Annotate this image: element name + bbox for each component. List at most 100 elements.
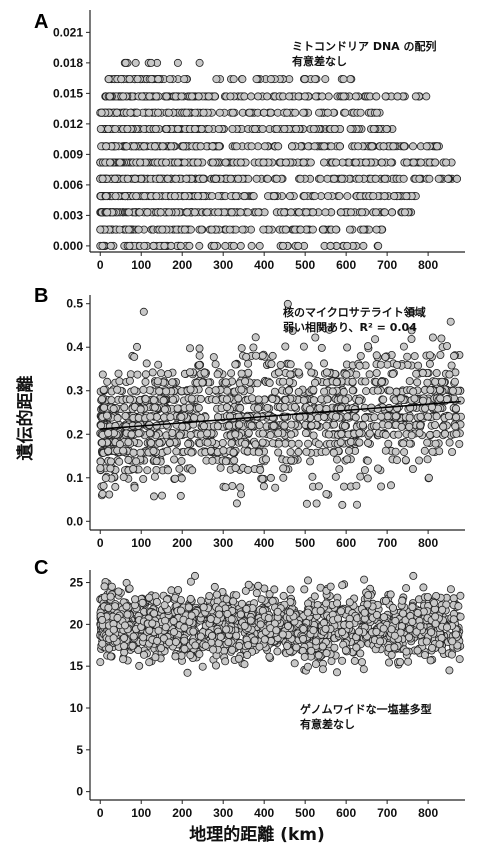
panel-b-point bbox=[450, 377, 459, 386]
panel-b-point bbox=[305, 405, 314, 414]
panel-a-point bbox=[300, 75, 309, 84]
panel-b-point bbox=[415, 428, 424, 437]
panel-c-point bbox=[419, 583, 428, 592]
panel-b-point bbox=[148, 368, 157, 377]
panel-a-point bbox=[387, 208, 396, 217]
panel-b-point bbox=[237, 490, 246, 499]
panel-b-point bbox=[446, 317, 455, 326]
panel-b-point bbox=[173, 404, 182, 413]
panel-a-point bbox=[393, 92, 402, 101]
panel-b-y-ticks: 0.00.10.20.30.40.5 bbox=[66, 297, 90, 528]
panel-a-point bbox=[180, 192, 189, 201]
panel-b-point bbox=[160, 405, 169, 414]
panel-b-point bbox=[206, 446, 215, 455]
panel-b-point bbox=[432, 429, 441, 438]
panel-b-point bbox=[294, 368, 303, 377]
panel-b-point bbox=[155, 387, 164, 396]
panel-c-point bbox=[333, 614, 342, 623]
panel-c-point bbox=[254, 581, 263, 590]
panel-b-point bbox=[280, 421, 289, 430]
panel-b-point bbox=[360, 403, 369, 412]
panel-a-point bbox=[266, 75, 275, 84]
panel-b-point bbox=[381, 352, 390, 361]
panel-a-point bbox=[321, 208, 330, 217]
panel-c-point bbox=[318, 665, 327, 674]
panel-b-point bbox=[227, 439, 236, 448]
panel-b-point bbox=[301, 429, 310, 438]
panel-a-point bbox=[408, 142, 417, 151]
panel-c-point bbox=[316, 606, 325, 615]
panel-b-point bbox=[287, 430, 296, 439]
panel-b-point bbox=[363, 342, 372, 351]
panel-b-point bbox=[222, 403, 231, 412]
panel-c-point bbox=[205, 592, 214, 601]
panel-b-point bbox=[348, 386, 357, 395]
panel-a-point bbox=[300, 92, 309, 101]
panel-b-point bbox=[216, 463, 225, 472]
panel-c-point bbox=[384, 658, 393, 667]
panel-b-point bbox=[279, 464, 288, 473]
panel-a-point bbox=[111, 174, 120, 183]
panel-b-point bbox=[177, 474, 186, 483]
panel-b-point bbox=[412, 369, 421, 378]
panel-c-point bbox=[98, 615, 107, 624]
panel-b-point bbox=[115, 457, 124, 466]
panel-a-point bbox=[197, 225, 206, 234]
panel-c-point bbox=[169, 617, 178, 626]
panel-b-point bbox=[351, 413, 360, 422]
panel-c-point bbox=[235, 642, 244, 651]
panel-b-point bbox=[424, 473, 433, 482]
panel-b-point bbox=[178, 422, 187, 431]
panel-a-point bbox=[98, 174, 107, 183]
panel-c-point bbox=[129, 632, 138, 641]
panel-c-point bbox=[379, 613, 388, 622]
panel-c-point bbox=[379, 624, 388, 633]
panel-b-point bbox=[177, 456, 186, 465]
panel-c-point bbox=[240, 621, 249, 630]
panel-b-point bbox=[384, 421, 393, 430]
panel-b-point bbox=[211, 360, 220, 369]
panel-a-point bbox=[402, 158, 411, 167]
panel-a-point bbox=[310, 192, 319, 201]
panel-a-point bbox=[320, 142, 329, 151]
panel-b-point bbox=[152, 465, 161, 474]
panel-b-point bbox=[114, 369, 123, 378]
panel-c-point bbox=[283, 622, 292, 631]
panel-a-point bbox=[102, 142, 111, 151]
panel-b-point bbox=[287, 439, 296, 448]
panel-b-point bbox=[413, 378, 422, 387]
panel-c-point bbox=[145, 593, 154, 602]
panel-a-point bbox=[323, 174, 332, 183]
panel-b-point bbox=[237, 369, 246, 378]
panel-a-point bbox=[147, 75, 156, 84]
panel-b-point bbox=[340, 421, 349, 430]
panel-c-point bbox=[246, 616, 255, 625]
panel-b-point bbox=[213, 370, 222, 379]
panel-b-point bbox=[124, 438, 133, 447]
panel-c-point bbox=[189, 627, 198, 636]
panel-b-point bbox=[373, 404, 382, 413]
panel-a-point bbox=[132, 192, 141, 201]
panel-b-point bbox=[432, 368, 441, 377]
panel-b-point bbox=[394, 430, 403, 439]
panel-b-point bbox=[132, 457, 141, 466]
panel-c-point bbox=[322, 649, 331, 658]
panel-b-point bbox=[322, 421, 331, 430]
panel-c-point bbox=[221, 657, 230, 666]
panel-a-point bbox=[232, 142, 241, 151]
panel-a-point bbox=[296, 225, 305, 234]
panel-b-point bbox=[211, 386, 220, 395]
panel-b-point bbox=[452, 429, 461, 438]
panel-a-point bbox=[260, 108, 269, 117]
panel-c-point bbox=[227, 615, 236, 624]
panel-a-point bbox=[131, 174, 140, 183]
panel-b-point bbox=[379, 395, 388, 404]
panel-a-point bbox=[165, 208, 174, 217]
panel-b-point bbox=[255, 421, 264, 430]
panel-a-point bbox=[295, 208, 304, 217]
panel-a-point bbox=[173, 125, 182, 134]
panel-b-point bbox=[274, 448, 283, 457]
panel-a-x-tick-label: 0 bbox=[97, 258, 104, 272]
panel-c-point bbox=[152, 598, 161, 607]
panel-a-point bbox=[402, 192, 411, 201]
